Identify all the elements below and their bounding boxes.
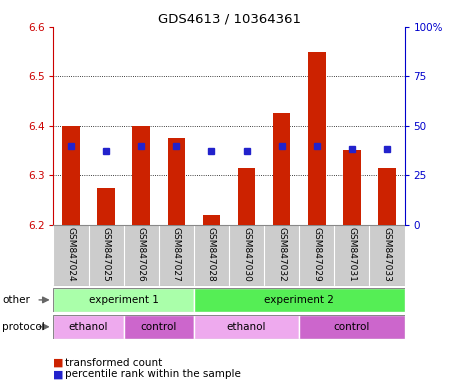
FancyBboxPatch shape	[53, 315, 124, 339]
Bar	[62, 126, 80, 225]
Text: ethanol: ethanol	[69, 322, 108, 332]
Text: GSM847026: GSM847026	[137, 227, 146, 282]
FancyBboxPatch shape	[124, 315, 194, 339]
Bar	[167, 138, 185, 225]
Title: GDS4613 / 10364361: GDS4613 / 10364361	[158, 13, 300, 26]
Bar	[133, 126, 150, 225]
FancyBboxPatch shape	[53, 288, 194, 312]
Bar	[273, 113, 291, 225]
Text: ■: ■	[53, 358, 64, 368]
Text: GSM847033: GSM847033	[383, 227, 392, 282]
Text: GSM847027: GSM847027	[172, 227, 181, 282]
Bar	[343, 151, 361, 225]
Bar	[97, 187, 115, 225]
Text: control: control	[140, 322, 177, 332]
Text: protocol: protocol	[2, 322, 45, 332]
Text: ethanol: ethanol	[227, 322, 266, 332]
Text: GSM847031: GSM847031	[347, 227, 356, 282]
Text: GSM847029: GSM847029	[312, 227, 321, 282]
FancyBboxPatch shape	[194, 315, 299, 339]
Bar	[308, 51, 326, 225]
Text: percentile rank within the sample: percentile rank within the sample	[65, 369, 241, 379]
Bar	[203, 215, 220, 225]
Text: control: control	[334, 322, 370, 332]
Text: transformed count: transformed count	[65, 358, 162, 368]
Bar	[378, 168, 396, 225]
Text: GSM847030: GSM847030	[242, 227, 251, 282]
Text: GSM847032: GSM847032	[277, 227, 286, 282]
Text: GSM847028: GSM847028	[207, 227, 216, 282]
Text: ■: ■	[53, 369, 64, 379]
Text: experiment 2: experiment 2	[264, 295, 334, 305]
FancyBboxPatch shape	[299, 315, 405, 339]
Text: experiment 1: experiment 1	[89, 295, 159, 305]
FancyBboxPatch shape	[194, 288, 405, 312]
Text: GSM847024: GSM847024	[66, 227, 75, 282]
Text: other: other	[2, 295, 30, 305]
Bar	[238, 168, 255, 225]
Text: GSM847025: GSM847025	[102, 227, 111, 282]
